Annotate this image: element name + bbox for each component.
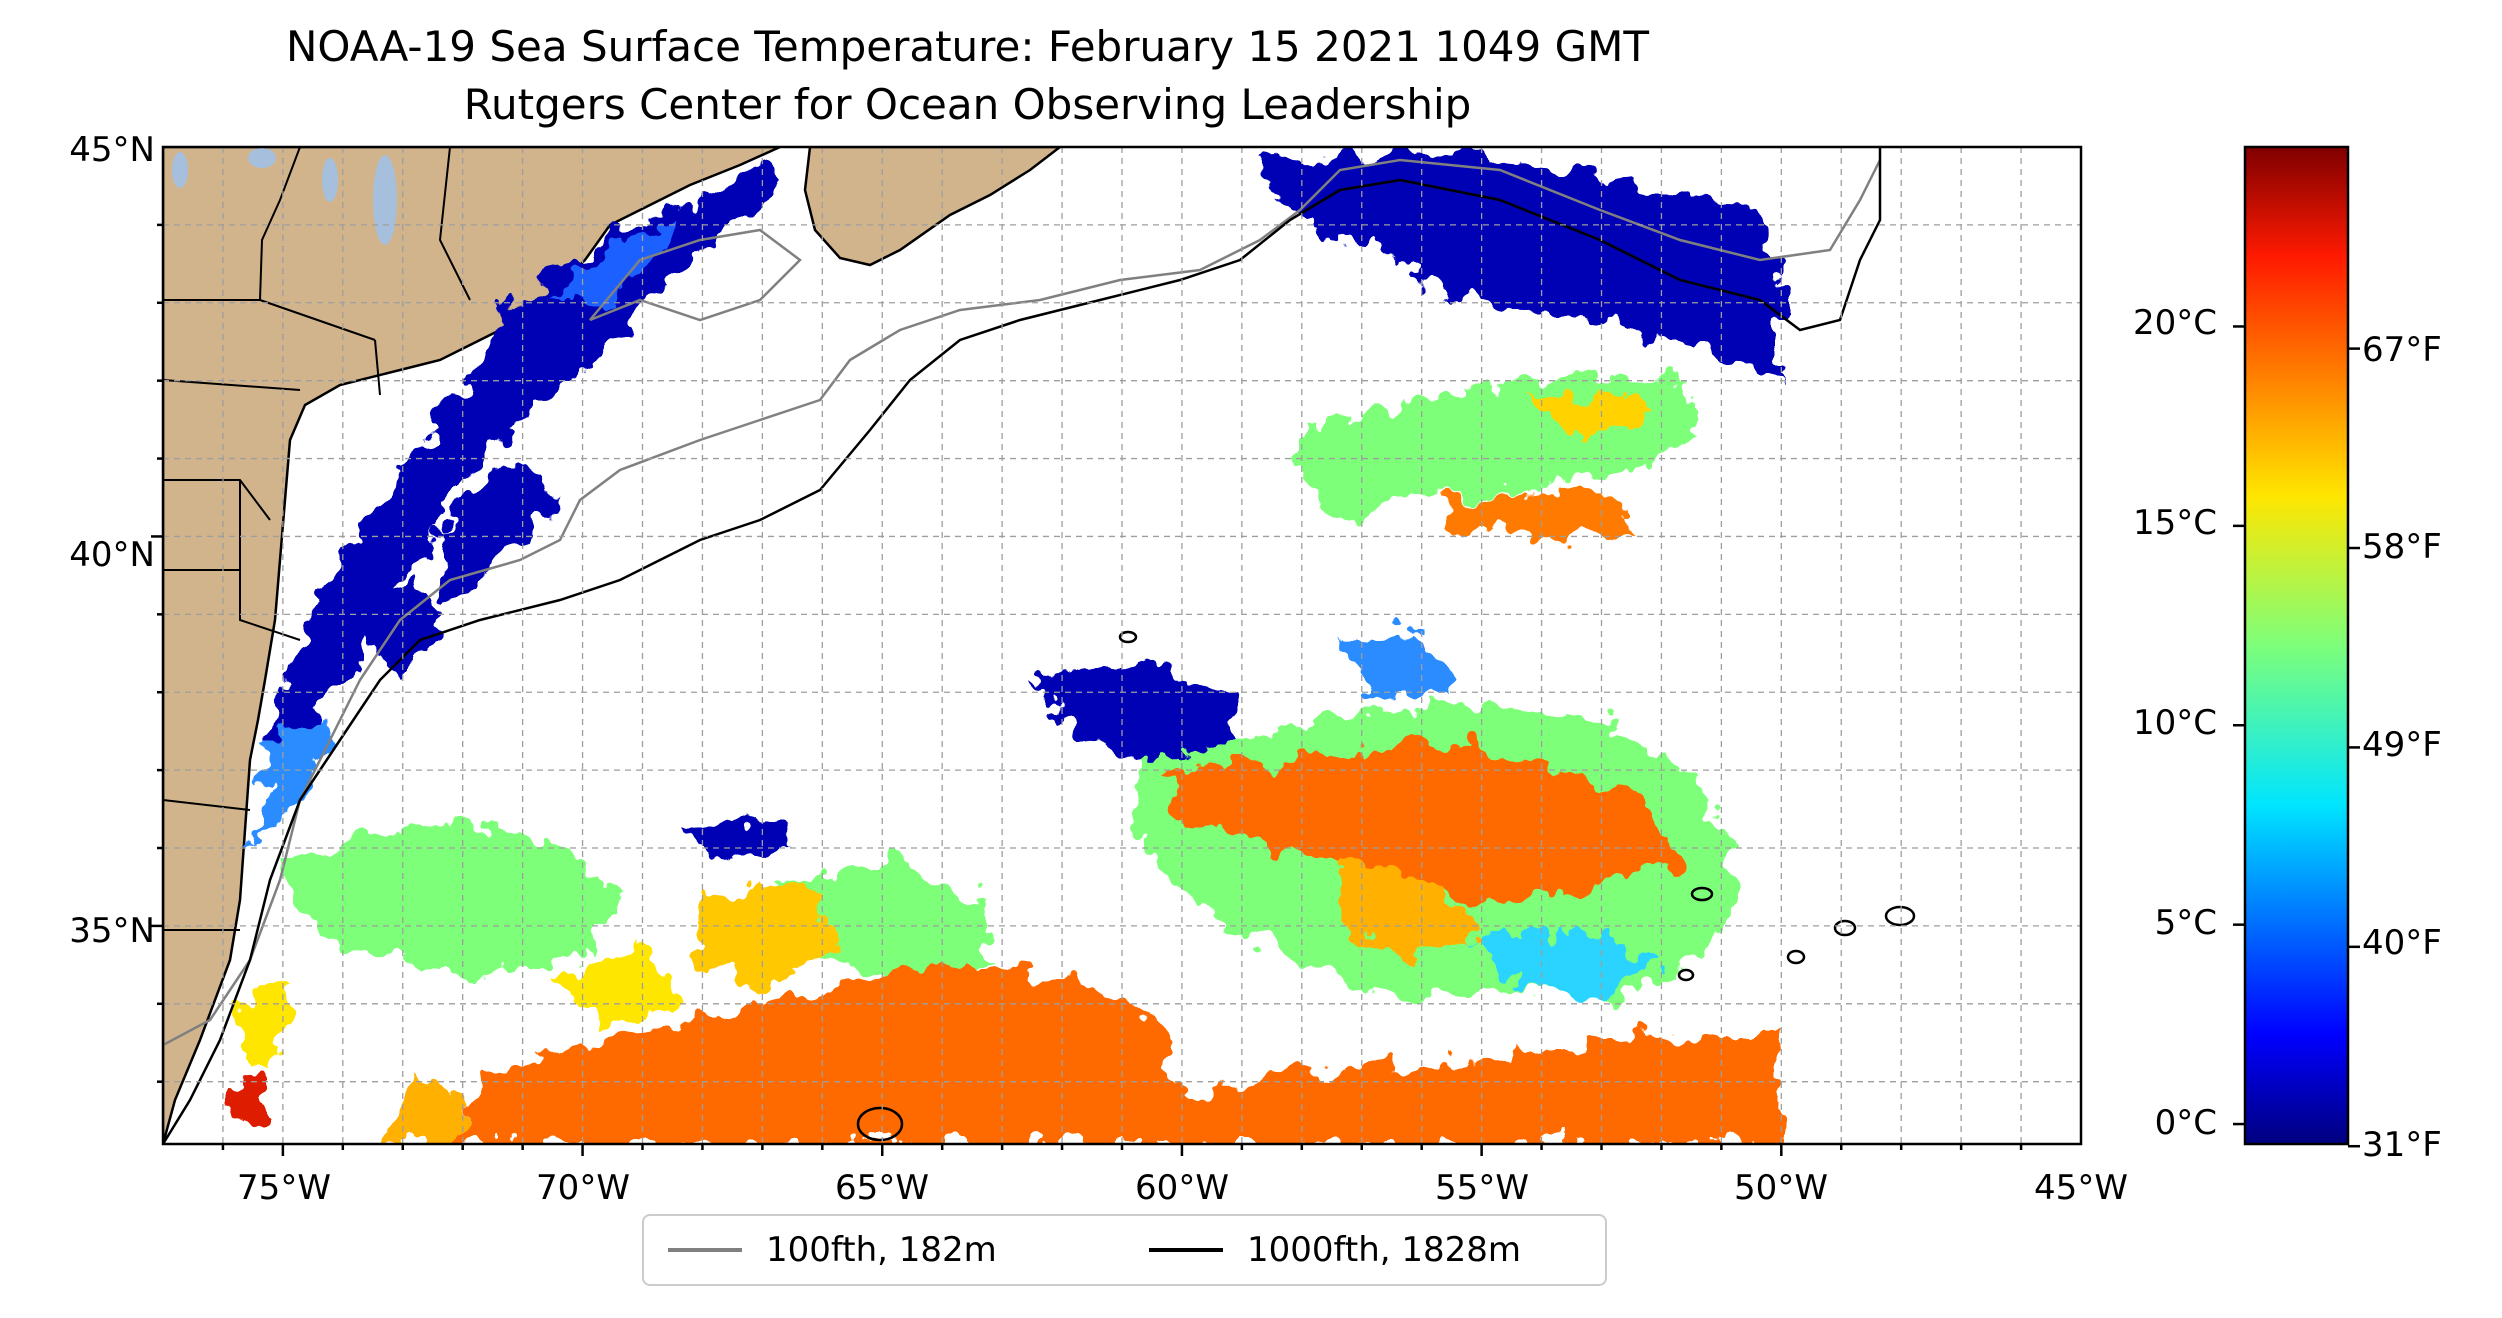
lon-tick-label: 75°W bbox=[237, 1168, 331, 1208]
map-legend: 100fth, 182m 1000fth, 1828m bbox=[642, 1214, 1607, 1286]
bathymetry-1000fth bbox=[163, 147, 1916, 1144]
state-borders bbox=[163, 147, 471, 931]
sst-data-layer bbox=[228, 150, 1780, 1144]
lon-tick-label: 50°W bbox=[1734, 1168, 1828, 1208]
legend-swatch-gray-line bbox=[668, 1248, 742, 1252]
legend-swatch-black-line bbox=[1149, 1248, 1223, 1252]
map-gridlines bbox=[163, 147, 2081, 1144]
lon-tick-label: 65°W bbox=[835, 1168, 929, 1208]
legend-item-1000fth: 1000fth, 1828m bbox=[1149, 1216, 1521, 1284]
lon-tick-label: 45°W bbox=[2034, 1168, 2128, 1208]
legend-item-100fth: 100fth, 182m bbox=[668, 1216, 997, 1284]
colorbar-celsius-label: 5°C bbox=[2154, 903, 2217, 943]
colorbar-celsius-label: 10°C bbox=[2132, 703, 2217, 743]
lon-tick-label: 60°W bbox=[1135, 1168, 1229, 1208]
lat-tick-label: 40°N bbox=[69, 535, 155, 575]
lakes bbox=[172, 148, 397, 245]
nova-scotia-land bbox=[803, 147, 1063, 267]
colorbar-fahrenheit-label: 31°F bbox=[2362, 1125, 2442, 1165]
colorbar-celsius-label: 20°C bbox=[2132, 303, 2217, 343]
colorbar-ticks bbox=[2233, 325, 2360, 1148]
colorbar-fahrenheit-label: 40°F bbox=[2362, 923, 2442, 963]
colorbar-celsius-label: 0°C bbox=[2154, 1103, 2217, 1143]
lat-tick-label: 35°N bbox=[69, 911, 155, 951]
land-mass bbox=[163, 147, 781, 1144]
lat-tick-label: 45°N bbox=[69, 130, 155, 170]
colorbar-celsius-label: 15°C bbox=[2132, 503, 2217, 543]
map-title: NOAA-19 Sea Surface Temperature: Februar… bbox=[285, 22, 1650, 71]
legend-label: 100fth, 182m bbox=[766, 1230, 997, 1270]
axis-ticks bbox=[151, 223, 2023, 1156]
colorbar bbox=[2243, 145, 2350, 1146]
bathymetry-100fth bbox=[163, 158, 1882, 1047]
colorbar-fahrenheit-label: 67°F bbox=[2362, 330, 2442, 370]
lon-tick-label: 70°W bbox=[536, 1168, 630, 1208]
lon-tick-label: 55°W bbox=[1435, 1168, 1529, 1208]
map-subtitle: Rutgers Center for Ocean Observing Leade… bbox=[463, 80, 1472, 129]
colorbar-fahrenheit-label: 49°F bbox=[2362, 725, 2442, 765]
colorbar-fahrenheit-label: 58°F bbox=[2362, 527, 2442, 567]
legend-label: 1000fth, 1828m bbox=[1247, 1230, 1522, 1270]
